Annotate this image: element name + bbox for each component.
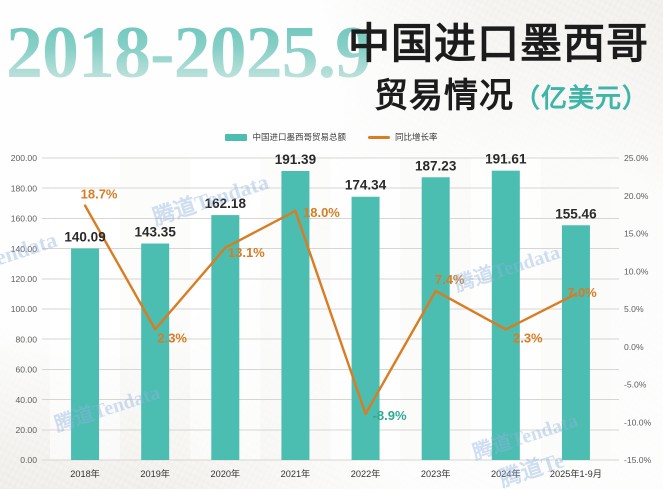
- growth-rate-line[interactable]: [83, 204, 578, 416]
- line-value-label: 2.3%: [513, 330, 543, 345]
- left-axis-tick-label: 160.00: [11, 214, 38, 224]
- bar[interactable]: [71, 248, 100, 460]
- chart-plot-area: 0.00 20.00 40.00 60.00 80.00 100.00 120.00 140.…: [0, 150, 663, 489]
- page-title-unit: （亿美元）: [513, 84, 649, 113]
- right-axis-tick-label: 25.0%: [624, 153, 649, 163]
- x-axis-tick-label: 2025年1-9月: [550, 468, 602, 479]
- bar-value-label: 162.18: [205, 196, 247, 211]
- right-axis-tick-label: -5.0%: [624, 380, 647, 390]
- legend-line-swatch-icon: [368, 135, 390, 139]
- left-axis-tick-label: 60.00: [15, 365, 37, 375]
- bar[interactable]: [421, 177, 450, 460]
- legend-label-total: 中国进口墨西哥贸易总额: [252, 132, 346, 142]
- bar-value-label: 174.34: [345, 178, 387, 193]
- line-value-label: 7.0%: [567, 285, 597, 300]
- bar-value-label: 187.23: [415, 158, 457, 173]
- bar-value-labels: 140.09 143.35 162.18 191.39 174.34 187.23 191.…: [64, 152, 597, 245]
- x-axis-tick-label: 2018年: [70, 468, 100, 479]
- line-value-label: 18.7%: [81, 187, 118, 202]
- bar[interactable]: [281, 171, 310, 460]
- x-axis-labels: 2018年 2019年 2020年 2021年 2022年 2023年 2024年 2025年…: [70, 468, 602, 479]
- year-range-display: 2018-2025.9: [6, 12, 372, 94]
- legend-label-growth: 同比增长率: [395, 132, 438, 142]
- x-axis-tick-label: 2023年: [421, 468, 451, 479]
- bar[interactable]: [141, 243, 170, 460]
- bar-value-label: 155.46: [555, 206, 597, 221]
- x-axis-tick-label: 2019年: [140, 468, 170, 479]
- bar-value-label: 140.09: [64, 229, 105, 244]
- bar-value-label: 191.39: [275, 152, 316, 167]
- left-axis-tick-label: 0.00: [20, 455, 37, 465]
- left-axis-tick-label: 20.00: [15, 425, 37, 435]
- left-axis-tick-label: 80.00: [15, 334, 37, 344]
- x-axis-tick-label: 2022年: [351, 468, 381, 479]
- bar[interactable]: [351, 196, 380, 461]
- left-axis-tick-label: 180.00: [11, 183, 38, 193]
- combo-chart-svg: 0.00 20.00 40.00 60.00 80.00 100.00 120.00 140.…: [11, 152, 652, 479]
- legend-item-total[interactable]: 中国进口墨西哥贸易总额: [225, 131, 346, 143]
- bar-value-label: 191.61: [485, 152, 527, 167]
- left-axis-tick-label: 120.00: [11, 274, 38, 284]
- right-axis-tick-label: 0.0%: [624, 342, 644, 352]
- bar-series: [71, 170, 590, 461]
- page-title-line1: 中国进口墨西哥: [347, 22, 649, 68]
- legend-item-growth[interactable]: 同比增长率: [368, 131, 438, 143]
- x-axis-tick-label: 2021年: [281, 468, 311, 479]
- line-value-label: 18.0%: [303, 205, 340, 220]
- line-value-label: 13.1%: [228, 245, 265, 260]
- bar[interactable]: [491, 170, 520, 461]
- line-value-labels: 18.7% 2.3% 13.1% 18.0% -8.9% 7.4% 2.3% 7.0%: [81, 187, 598, 423]
- line-value-label: 2.3%: [157, 330, 187, 345]
- page-title-line2-text: 贸易情况: [373, 78, 514, 115]
- left-axis-tick-label: 100.00: [11, 304, 38, 314]
- left-axis-tick-label: 40.00: [15, 395, 37, 405]
- bar[interactable]: [561, 225, 590, 460]
- right-axis-tick-label: 10.0%: [624, 266, 649, 276]
- chart-legend: 中国进口墨西哥贸易总额 同比增长率: [0, 131, 663, 143]
- bar[interactable]: [211, 215, 240, 460]
- right-axis-tick-label: 5.0%: [624, 304, 644, 314]
- page-title-line2: 贸易情况（亿美元）: [374, 68, 649, 117]
- chart-header: 2018-2025.9 中国进口墨西哥 贸易情况（亿美元）: [0, 0, 663, 128]
- right-axis-tick-label: -15.0%: [624, 455, 652, 465]
- legend-bar-swatch-icon: [225, 133, 248, 141]
- right-axis-tick-label: -10.0%: [624, 417, 652, 427]
- left-axis-tick-label: 140.00: [11, 244, 38, 254]
- left-axis-tick-label: 200.00: [11, 153, 38, 163]
- line-value-label: 7.4%: [435, 272, 465, 287]
- line-value-label: -8.9%: [373, 408, 407, 423]
- right-axis-tick-label: 20.0%: [624, 191, 649, 201]
- x-axis-tick-label: 2020年: [210, 468, 240, 479]
- bar-value-label: 143.35: [135, 225, 177, 240]
- x-axis-tick-label: 2024年: [491, 468, 521, 479]
- right-axis-tick-label: 15.0%: [624, 229, 649, 239]
- axis-labels: 0.00 20.00 40.00 60.00 80.00 100.00 120.00 140.…: [11, 153, 652, 465]
